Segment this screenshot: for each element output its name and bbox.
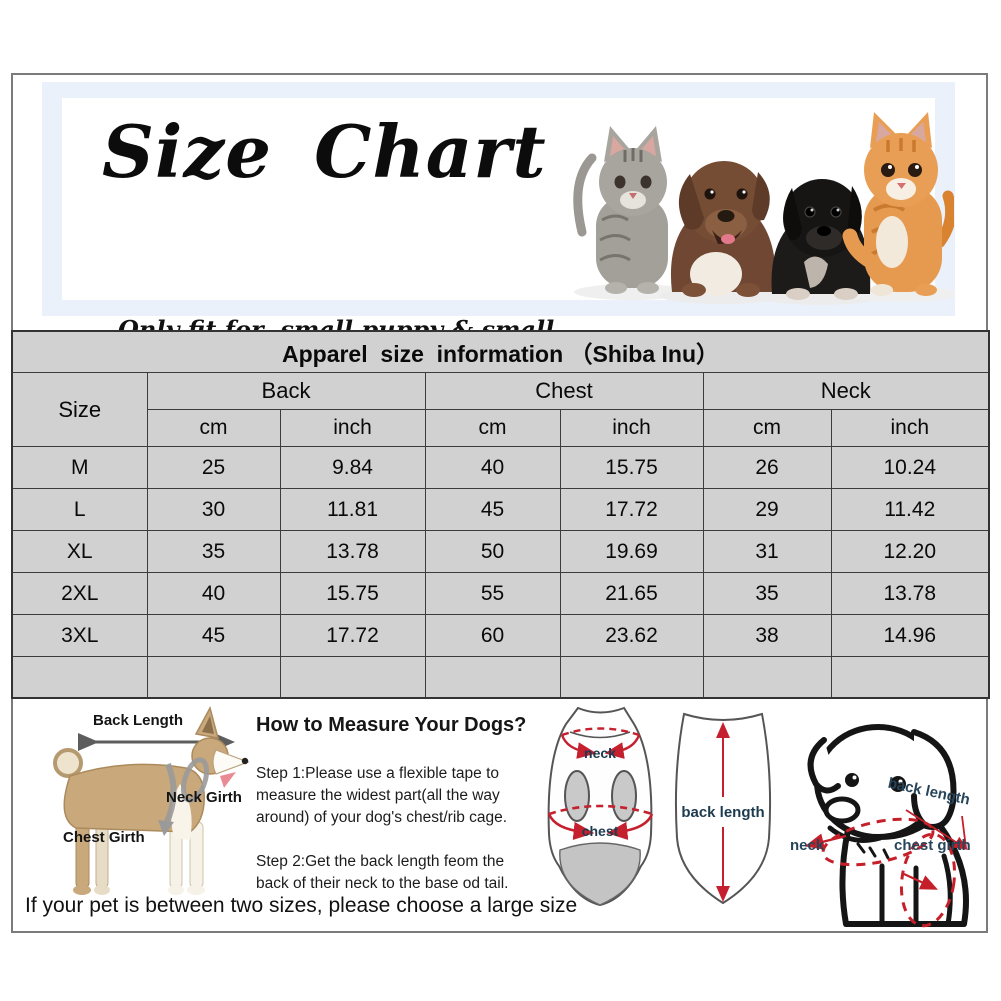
- chest-measure-ellipse: [547, 804, 654, 840]
- neck-label: neck: [790, 837, 825, 854]
- value-cell: 17.72: [559, 488, 704, 531]
- value-cell: 13.78: [279, 530, 426, 573]
- dog-illustration: [53, 705, 250, 895]
- value-cell: 11.81: [279, 488, 426, 531]
- value-cell: 35: [146, 530, 281, 573]
- gray-kitten-illustration: [573, 126, 668, 294]
- value-cell: 30: [146, 488, 281, 531]
- value-cell: 10.24: [830, 446, 990, 489]
- dog-measure-diagram: Back Length Neck Girth Chest Girth: [53, 705, 250, 895]
- size-cell: L: [11, 488, 148, 531]
- howto-step1: Step 1:Please use a flexible tape to mea…: [256, 765, 508, 826]
- howto-step2: Step 2:Get the back length feom the back…: [256, 853, 509, 892]
- value-cell: 21.65: [559, 572, 704, 615]
- leg-hole-left: [564, 770, 590, 822]
- unit-header: cm: [146, 409, 281, 447]
- puppy-measure-diagram: back length neck chest girth: [790, 724, 971, 928]
- neck-measure-ellipse: [560, 727, 641, 759]
- value-cell: 15.75: [559, 446, 704, 489]
- value-cell: 45: [424, 488, 561, 531]
- value-cell: 45: [146, 614, 281, 657]
- orange-kitten-illustration: [842, 112, 954, 296]
- garment-front-hem: [559, 842, 641, 906]
- value-cell: 23.62: [559, 614, 704, 657]
- unit-header: inch: [830, 409, 990, 447]
- value-cell: 15.75: [279, 572, 426, 615]
- size-cell: XL: [11, 530, 148, 573]
- table-row-2xl: 2XL 40 15.75 55 21.65 35 13.78: [11, 572, 990, 615]
- value-cell: 60: [424, 614, 561, 657]
- value-cell: 50: [424, 530, 561, 573]
- column-group-back: Back: [146, 372, 426, 410]
- size-cell: 2XL: [11, 572, 148, 615]
- neck-girth-label: Neck Girth: [166, 789, 242, 806]
- column-header-size: Size: [11, 372, 148, 447]
- table-title: Apparel size information （Shiba Inu）: [11, 330, 990, 373]
- pets-photo-illustration: [573, 112, 954, 305]
- value-cell: 9.84: [279, 446, 426, 489]
- back-length-label: Back Length: [93, 712, 183, 729]
- unit-header: inch: [279, 409, 426, 447]
- value-cell: 19.69: [559, 530, 704, 573]
- value-cell: 35: [702, 572, 832, 615]
- value-cell: 40: [424, 446, 561, 489]
- value-cell: 38: [702, 614, 832, 657]
- value-cell: 12.20: [830, 530, 990, 573]
- garment-front-diagram: neck chest: [547, 706, 654, 907]
- value-cell: 13.78: [830, 572, 990, 615]
- unit-header: cm: [424, 409, 561, 447]
- garment-back-outline: [674, 712, 772, 905]
- size-cell: 3XL: [11, 614, 148, 657]
- footer-note: If your pet is between two sizes, please…: [25, 894, 578, 917]
- value-cell: 11.42: [830, 488, 990, 531]
- value-cell: 26: [702, 446, 832, 489]
- garment-back-diagram: back length: [674, 712, 772, 905]
- value-cell: 14.96: [830, 614, 990, 657]
- back-length-label: back length: [681, 804, 764, 821]
- value-cell: 17.72: [279, 614, 426, 657]
- table-row-xl: XL 35 13.78 50 19.69 31 12.20: [11, 530, 990, 573]
- chest-girth-label: Chest Girth: [63, 829, 145, 846]
- howto-heading: How to Measure Your Dogs?: [256, 714, 527, 736]
- table-group-header-row: Size Back Chest Neck: [11, 372, 990, 447]
- table-empty-row: [11, 656, 990, 699]
- size-cell: M: [11, 446, 148, 489]
- value-cell: 55: [424, 572, 561, 615]
- value-cell: 40: [146, 572, 281, 615]
- unit-header: inch: [559, 409, 704, 447]
- unit-header: cm: [702, 409, 832, 447]
- howto-section: How to Measure Your Dogs? Step 1:Please …: [256, 714, 538, 917]
- table-row-3xl: 3XL 45 17.72 60 23.62 38 14.96: [11, 614, 990, 657]
- puppy-illustration: [807, 724, 969, 927]
- chest-label: chest: [582, 823, 619, 839]
- table-unit-header-row: cm inch cm inch cm inch: [12, 409, 990, 447]
- value-cell: 25: [146, 446, 281, 489]
- page-title: Size Chart: [102, 109, 547, 194]
- neck-label: neck: [584, 745, 616, 761]
- brown-puppy-illustration: [670, 161, 777, 297]
- table-row-l: L 30 11.81 45 17.72 29 11.42: [11, 488, 990, 531]
- column-group-chest: Chest: [424, 372, 704, 410]
- chest-girth-label: chest girth: [894, 837, 971, 854]
- size-table: Apparel size information （Shiba Inu） Siz…: [11, 330, 991, 699]
- leg-hole-right: [611, 770, 637, 822]
- table-row-m: M 25 9.84 40 15.75 26 10.24: [11, 446, 990, 489]
- column-group-neck: Neck: [702, 372, 990, 410]
- table-title-row: Apparel size information （Shiba Inu）: [11, 330, 990, 373]
- value-cell: 31: [702, 530, 832, 573]
- value-cell: 29: [702, 488, 832, 531]
